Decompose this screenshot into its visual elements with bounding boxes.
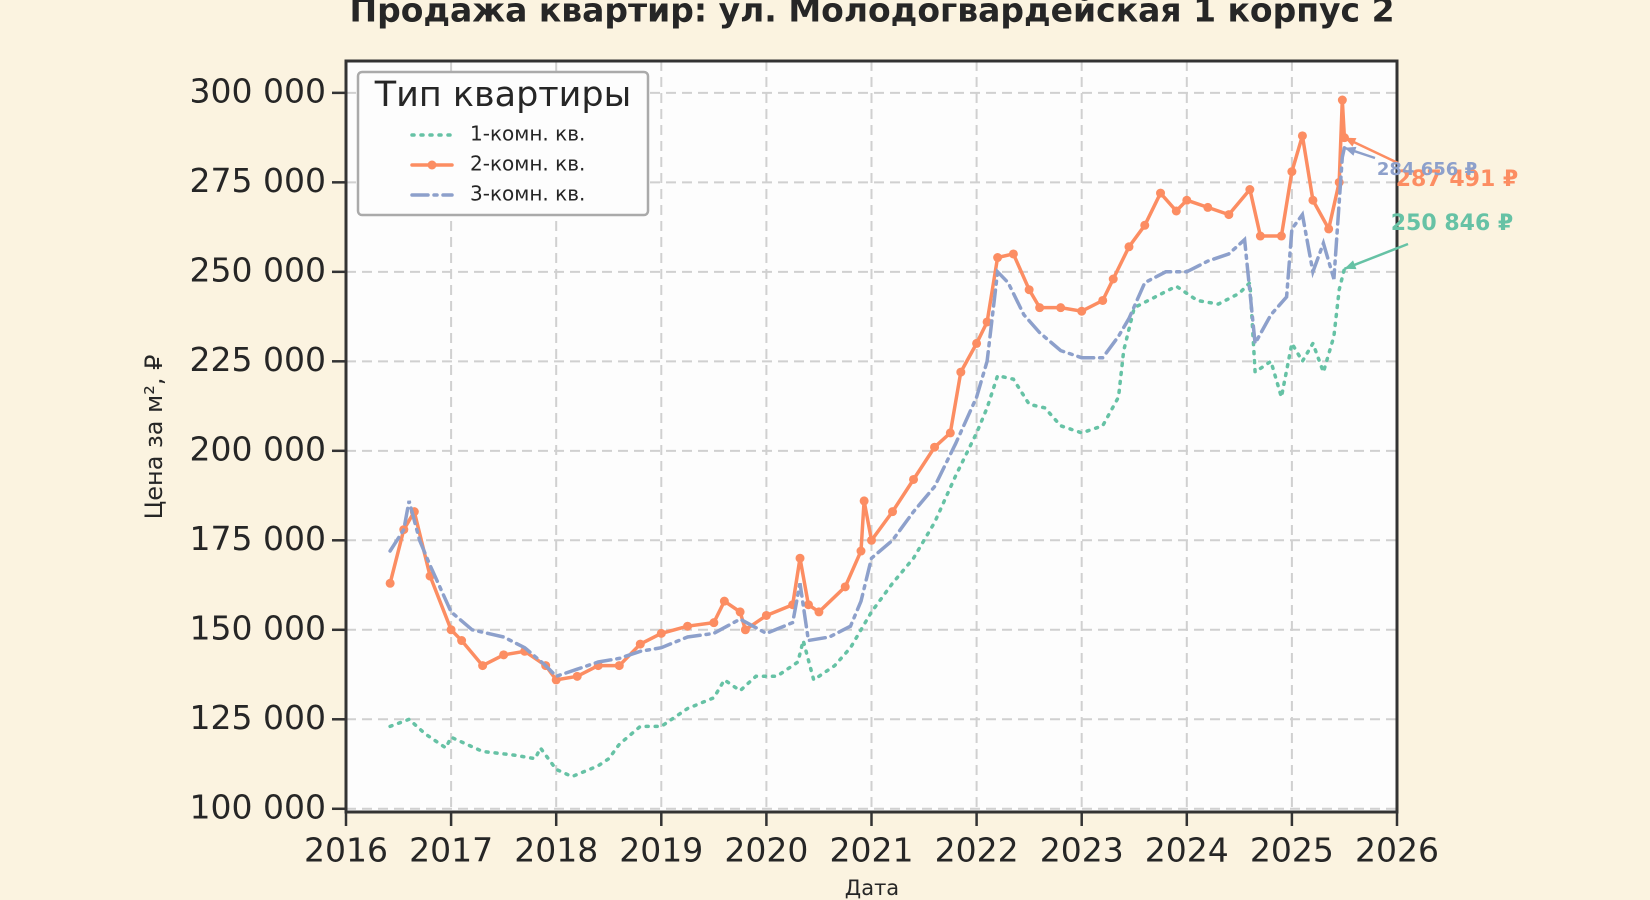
- x-tick-label: 2023: [1040, 831, 1124, 870]
- y-tick-label: 200 000: [190, 429, 326, 468]
- x-tick-label: 2021: [830, 831, 914, 870]
- annotation-label: 250 846 ₽: [1391, 211, 1513, 236]
- data-point: [1337, 95, 1347, 105]
- data-point: [1324, 224, 1334, 234]
- x-tick-label: 2018: [514, 831, 598, 870]
- data-point: [1308, 195, 1318, 205]
- data-point: [956, 367, 966, 377]
- annotation-label: 284 656 ₽: [1377, 159, 1477, 180]
- x-tick-label: 2019: [619, 831, 703, 870]
- data-point: [457, 636, 467, 646]
- data-point: [1171, 206, 1181, 216]
- data-point: [803, 600, 813, 610]
- data-point: [1245, 185, 1255, 195]
- x-tick-label: 2026: [1355, 831, 1439, 870]
- legend-box: [356, 70, 650, 217]
- annotation-label: 287 491 ₽: [1396, 167, 1518, 192]
- x-tick-label: 2016: [304, 831, 388, 870]
- data-point: [478, 661, 488, 671]
- data-point: [1056, 303, 1066, 313]
- legend-marker: [427, 160, 437, 170]
- data-point: [656, 628, 666, 638]
- data-point: [614, 661, 624, 671]
- axes-frame: [344, 59, 1399, 814]
- arrow-head: [1344, 146, 1357, 156]
- data-point: [499, 650, 509, 660]
- data-point: [1156, 188, 1166, 198]
- data-point: [840, 582, 850, 592]
- y-tick-label: 225 000: [190, 340, 326, 379]
- data-point: [1035, 303, 1045, 313]
- y-tick-label: 125 000: [190, 698, 326, 737]
- data-point: [735, 607, 745, 617]
- data-point: [867, 535, 876, 545]
- arrow-head: [1344, 260, 1357, 270]
- data-point: [814, 607, 824, 617]
- data-point: [683, 621, 693, 631]
- legend-title: Тип квартиры: [374, 75, 632, 115]
- annotation-arrow: [1343, 242, 1409, 270]
- data-point: [1276, 231, 1286, 241]
- data-point: [1108, 274, 1118, 284]
- y-tick-label: 175 000: [190, 519, 326, 558]
- arrow-head: [1344, 137, 1357, 147]
- x-tick-label: 2020: [724, 831, 808, 870]
- data-point: [1008, 249, 1018, 259]
- y-tick-label: 150 000: [190, 608, 326, 647]
- data-point: [1287, 167, 1297, 177]
- data-point: [1224, 210, 1234, 220]
- y-tick-label: 250 000: [190, 250, 326, 289]
- data-point: [719, 596, 729, 606]
- x-axis-label: Дата: [845, 876, 899, 900]
- data-point: [385, 578, 395, 588]
- data-point: [740, 625, 750, 635]
- data-point: [859, 496, 869, 506]
- data-point: [888, 507, 898, 517]
- data-point: [709, 618, 719, 628]
- data-point: [1024, 285, 1034, 295]
- data-point: [1255, 231, 1265, 241]
- data-point: [856, 546, 866, 556]
- legend-label: 3-комн. кв.: [470, 182, 585, 206]
- y-axis-label: Цена за м², ₽: [140, 355, 168, 520]
- data-point: [909, 474, 919, 484]
- legend: Тип квартиры 1-комн. кв. 2-комн. кв. 3-комн…: [356, 70, 650, 217]
- data-point: [795, 553, 805, 563]
- data-point: [972, 338, 982, 348]
- series-line: [388, 146, 1347, 679]
- x-tick-label: 2017: [409, 831, 493, 870]
- data-point: [761, 610, 771, 620]
- data-point: [1182, 195, 1192, 205]
- data-point: [551, 675, 561, 685]
- data-point: [1203, 202, 1213, 212]
- data-point: [1124, 242, 1134, 252]
- y-tick-label: 100 000: [190, 787, 326, 826]
- y-tick-label: 275 000: [190, 161, 326, 200]
- x-tick-label: 2022: [935, 831, 1019, 870]
- legend-label: 2-комн. кв.: [470, 152, 585, 176]
- data-point: [982, 317, 992, 327]
- data-point: [446, 625, 456, 635]
- data-point: [930, 442, 940, 452]
- data-point: [945, 428, 955, 438]
- x-tick-label: 2024: [1145, 831, 1229, 870]
- y-tick-label: 300 000: [190, 71, 326, 110]
- legend-label: 1-комн. кв.: [470, 122, 585, 146]
- data-point: [572, 671, 582, 681]
- data-point: [993, 253, 1003, 263]
- data-point: [1077, 306, 1087, 316]
- x-tick-label: 2025: [1250, 831, 1334, 870]
- data-point: [1297, 131, 1307, 141]
- data-point: [1140, 220, 1150, 230]
- data-point: [1098, 295, 1108, 305]
- chart-title: Продажа квартир: ул. Молодогвардейская 1…: [349, 0, 1394, 30]
- data-point: [635, 639, 645, 649]
